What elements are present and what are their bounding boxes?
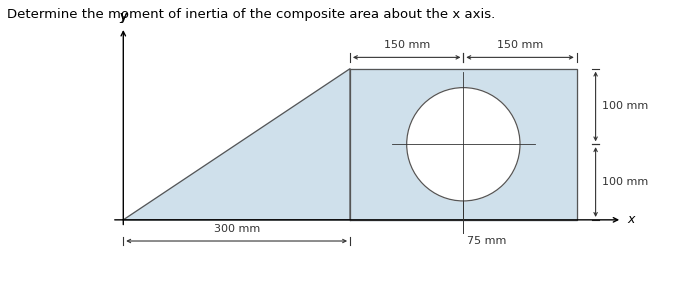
Text: 75 mm: 75 mm	[467, 237, 507, 246]
Text: y: y	[120, 10, 127, 23]
Polygon shape	[350, 69, 577, 220]
Text: y: y	[120, 10, 127, 23]
Text: 300 mm: 300 mm	[214, 224, 260, 234]
Text: x: x	[627, 213, 635, 226]
Text: 150 mm: 150 mm	[497, 40, 543, 50]
Polygon shape	[123, 69, 350, 220]
Text: 150 mm: 150 mm	[384, 40, 430, 50]
Text: Determine the moment of inertia of the composite area about the x axis.: Determine the moment of inertia of the c…	[7, 8, 496, 21]
Text: 100 mm: 100 mm	[603, 177, 649, 187]
Circle shape	[407, 88, 520, 201]
Text: 100 mm: 100 mm	[603, 101, 649, 112]
